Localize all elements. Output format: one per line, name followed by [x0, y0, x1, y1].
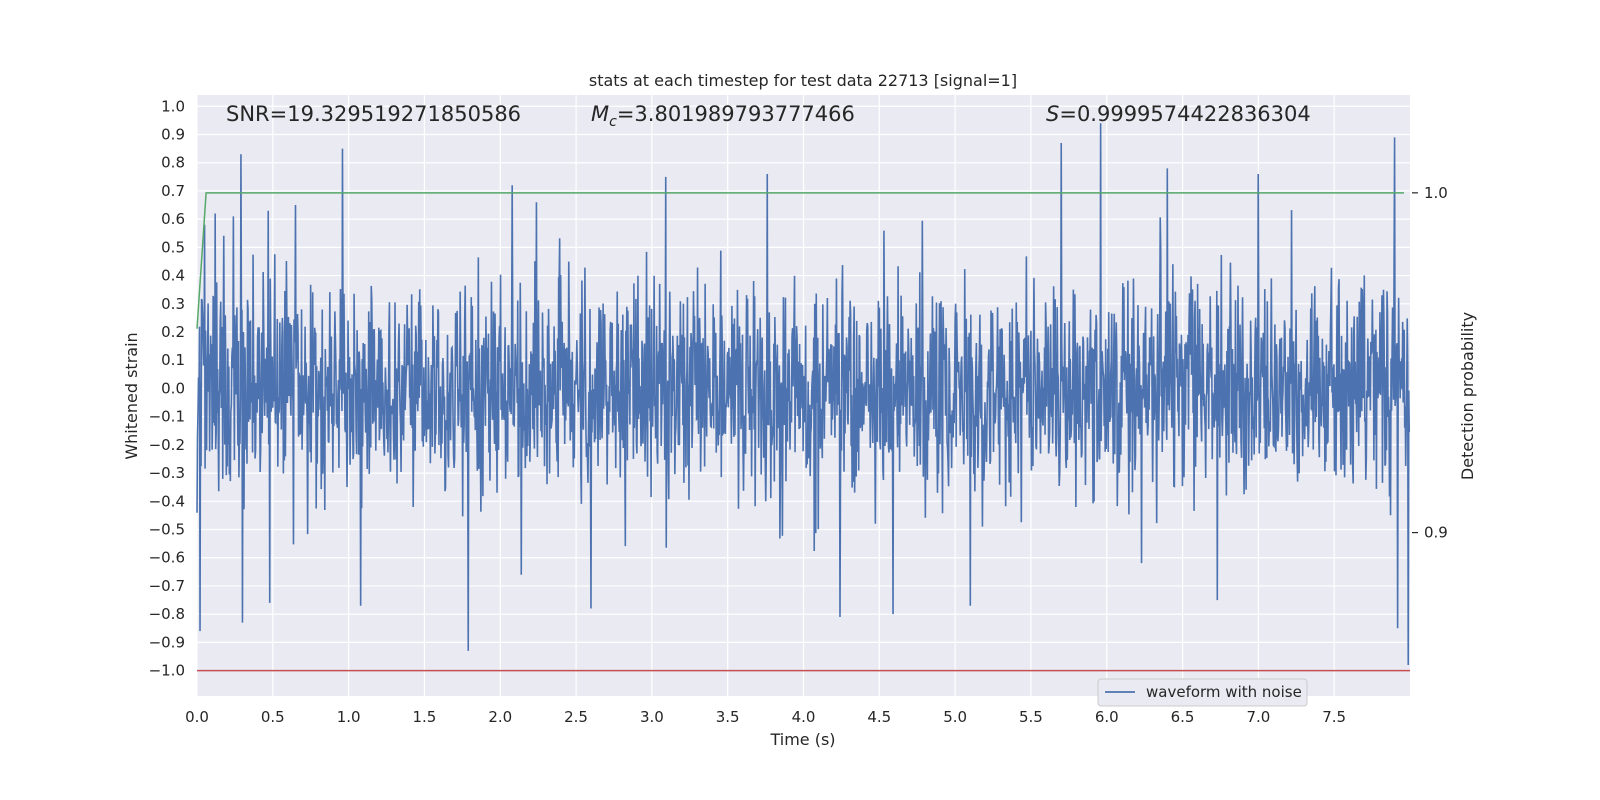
detection-statistic-annotation: S=0.9999574422836304 — [1046, 102, 1311, 126]
right-y-tick-label: 0.9 — [1424, 524, 1448, 542]
right-y-axis-label: Detection probability — [1458, 312, 1477, 480]
y-tick-label: 0.0 — [161, 379, 185, 397]
y-tick-label: 0.6 — [161, 210, 185, 228]
x-tick-label: 7.5 — [1322, 708, 1346, 726]
x-tick-label: 3.0 — [640, 708, 664, 726]
y-tick-label: 1.0 — [161, 97, 185, 115]
x-tick-label: 0.5 — [261, 708, 285, 726]
x-tick-label: 2.5 — [564, 708, 588, 726]
y-tick-label: −0.5 — [149, 521, 185, 539]
y-tick-label: 0.7 — [161, 182, 185, 200]
x-tick-label: 6.0 — [1095, 708, 1119, 726]
y-tick-label: −0.7 — [149, 577, 185, 595]
legend: waveform with noise — [1097, 678, 1308, 707]
x-tick-label: 7.0 — [1246, 708, 1270, 726]
y-tick-label: 0.9 — [161, 126, 185, 144]
y-tick-label: −1.0 — [149, 662, 185, 680]
y-axis-label: Whitened strain — [122, 332, 141, 459]
y-tick-label: −0.2 — [149, 436, 185, 454]
y-axis-ticks: 1.0 0.9 0.8 0.7 0.6 0.5 0.4 0.3 0.2 0.1 0.0 −0.1 −0.… — [149, 97, 185, 679]
right-y-axis-ticks: 1.0 0.9 — [1412, 184, 1448, 542]
legend-label: waveform with noise — [1146, 683, 1302, 701]
y-tick-label: 0.3 — [161, 295, 185, 313]
chart-title: stats at each timestep for test data 227… — [589, 71, 1017, 90]
x-tick-label: 5.5 — [1019, 708, 1043, 726]
x-tick-label: 2.0 — [488, 708, 512, 726]
y-tick-label: 0.8 — [161, 154, 185, 172]
y-tick-label: −0.6 — [149, 549, 185, 567]
legend-box — [1097, 678, 1308, 707]
y-tick-label: −0.1 — [149, 408, 185, 426]
y-tick-label: −0.9 — [149, 633, 185, 651]
x-axis-ticks: 0.0 0.5 1.0 1.5 2.0 2.5 3.0 3.5 4.0 4.5 5.0 5.5 6.0 6… — [185, 708, 1346, 726]
x-tick-label: 3.5 — [716, 708, 740, 726]
x-tick-label: 5.0 — [943, 708, 967, 726]
y-tick-label: 0.1 — [161, 351, 185, 369]
right-y-tick-label: 1.0 — [1424, 184, 1448, 202]
x-tick-label: 4.5 — [867, 708, 891, 726]
y-tick-label: −0.3 — [149, 464, 185, 482]
x-tick-label: 1.0 — [337, 708, 361, 726]
x-tick-label: 0.0 — [185, 708, 209, 726]
x-axis-label: Time (s) — [769, 730, 835, 749]
y-tick-label: −0.4 — [149, 492, 185, 510]
waveform-with-noise-line — [196, 123, 1411, 665]
x-tick-label: 4.0 — [792, 708, 816, 726]
y-tick-label: 0.4 — [161, 267, 185, 285]
detection-probability-line — [196, 192, 1404, 329]
x-tick-label: 6.5 — [1171, 708, 1195, 726]
x-tick-label: 1.5 — [413, 708, 437, 726]
y-tick-label: 0.2 — [161, 323, 185, 341]
chirp-mass-annotation: Mc=3.801989793777466 — [591, 102, 855, 130]
y-tick-label: −0.8 — [149, 605, 185, 623]
y-tick-label: 0.5 — [161, 238, 185, 256]
snr-annotation: SNR=19.329519271850586 — [226, 102, 521, 126]
